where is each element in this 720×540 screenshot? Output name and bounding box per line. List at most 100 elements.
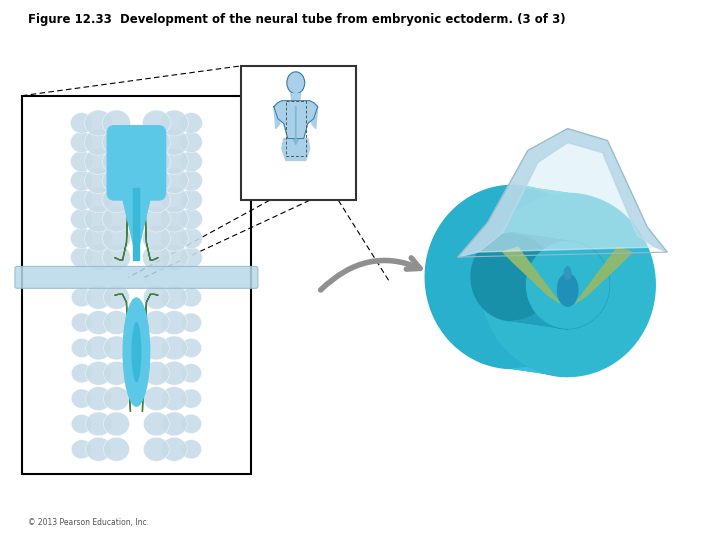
Ellipse shape	[102, 245, 130, 271]
Ellipse shape	[104, 387, 130, 410]
Ellipse shape	[85, 187, 112, 213]
Polygon shape	[471, 233, 567, 329]
FancyBboxPatch shape	[15, 266, 258, 288]
Ellipse shape	[102, 206, 130, 232]
Bar	[22, 96, 251, 474]
FancyBboxPatch shape	[107, 125, 143, 201]
Ellipse shape	[104, 412, 130, 436]
Polygon shape	[133, 188, 140, 260]
Ellipse shape	[86, 412, 112, 436]
Ellipse shape	[161, 387, 187, 410]
Ellipse shape	[180, 113, 202, 133]
Ellipse shape	[71, 170, 93, 191]
Ellipse shape	[161, 245, 188, 271]
Ellipse shape	[181, 389, 202, 408]
Ellipse shape	[143, 437, 169, 461]
Ellipse shape	[86, 361, 112, 385]
Ellipse shape	[143, 285, 169, 309]
Polygon shape	[503, 247, 559, 303]
Polygon shape	[114, 133, 130, 260]
Ellipse shape	[143, 336, 169, 360]
Ellipse shape	[161, 361, 187, 385]
Ellipse shape	[86, 336, 112, 360]
Ellipse shape	[180, 208, 202, 230]
Polygon shape	[291, 94, 301, 100]
Ellipse shape	[85, 129, 112, 155]
Ellipse shape	[71, 339, 92, 357]
Ellipse shape	[71, 151, 93, 172]
Ellipse shape	[86, 285, 112, 309]
Ellipse shape	[161, 187, 188, 213]
Ellipse shape	[102, 187, 130, 213]
Ellipse shape	[143, 361, 169, 385]
Polygon shape	[575, 247, 632, 303]
Ellipse shape	[71, 389, 92, 408]
Polygon shape	[143, 294, 158, 412]
Ellipse shape	[180, 190, 202, 210]
Ellipse shape	[161, 129, 188, 155]
Ellipse shape	[564, 266, 572, 280]
Ellipse shape	[161, 412, 187, 436]
FancyBboxPatch shape	[130, 125, 166, 201]
Ellipse shape	[180, 170, 202, 191]
Ellipse shape	[161, 310, 187, 335]
Text: © 2013 Pearson Education, Inc.: © 2013 Pearson Education, Inc.	[28, 518, 149, 527]
Ellipse shape	[480, 193, 655, 376]
Ellipse shape	[86, 437, 112, 461]
Ellipse shape	[104, 437, 130, 461]
Ellipse shape	[143, 148, 171, 174]
Ellipse shape	[143, 310, 169, 335]
Polygon shape	[282, 139, 310, 160]
Text: Figure 12.33  Development of the neural tube from embryonic ectoderm. (3 of 3): Figure 12.33 Development of the neural t…	[28, 13, 565, 26]
Ellipse shape	[180, 247, 202, 268]
Polygon shape	[513, 185, 655, 376]
Ellipse shape	[161, 148, 188, 174]
FancyArrowPatch shape	[320, 258, 420, 290]
Ellipse shape	[71, 414, 92, 434]
Ellipse shape	[181, 364, 202, 383]
Ellipse shape	[85, 148, 112, 174]
Ellipse shape	[181, 313, 202, 332]
Ellipse shape	[180, 151, 202, 172]
Ellipse shape	[71, 190, 93, 210]
Ellipse shape	[557, 273, 579, 307]
Ellipse shape	[71, 247, 93, 268]
Ellipse shape	[471, 233, 554, 321]
Ellipse shape	[85, 168, 112, 193]
Ellipse shape	[102, 168, 130, 193]
Ellipse shape	[71, 288, 92, 307]
Ellipse shape	[180, 228, 202, 248]
Ellipse shape	[85, 110, 112, 136]
Ellipse shape	[85, 245, 112, 271]
Ellipse shape	[104, 285, 130, 309]
Ellipse shape	[104, 310, 130, 335]
Ellipse shape	[86, 387, 112, 410]
Ellipse shape	[132, 322, 141, 382]
Ellipse shape	[181, 339, 202, 357]
Ellipse shape	[143, 187, 171, 213]
Polygon shape	[122, 163, 150, 258]
Ellipse shape	[102, 225, 130, 251]
Polygon shape	[513, 233, 609, 329]
Ellipse shape	[102, 129, 130, 155]
Ellipse shape	[122, 298, 150, 407]
Ellipse shape	[161, 336, 187, 360]
Polygon shape	[143, 133, 158, 260]
Polygon shape	[312, 103, 318, 129]
Ellipse shape	[526, 241, 609, 329]
Polygon shape	[274, 100, 318, 139]
Ellipse shape	[143, 245, 171, 271]
Ellipse shape	[71, 113, 93, 133]
Ellipse shape	[71, 440, 92, 459]
Ellipse shape	[143, 412, 169, 436]
Polygon shape	[426, 185, 567, 376]
Polygon shape	[458, 129, 667, 257]
Ellipse shape	[143, 387, 169, 410]
Ellipse shape	[143, 225, 171, 251]
Ellipse shape	[104, 336, 130, 360]
Ellipse shape	[143, 110, 171, 136]
Ellipse shape	[161, 168, 188, 193]
Ellipse shape	[181, 440, 202, 459]
Polygon shape	[478, 143, 655, 252]
Ellipse shape	[181, 414, 202, 434]
